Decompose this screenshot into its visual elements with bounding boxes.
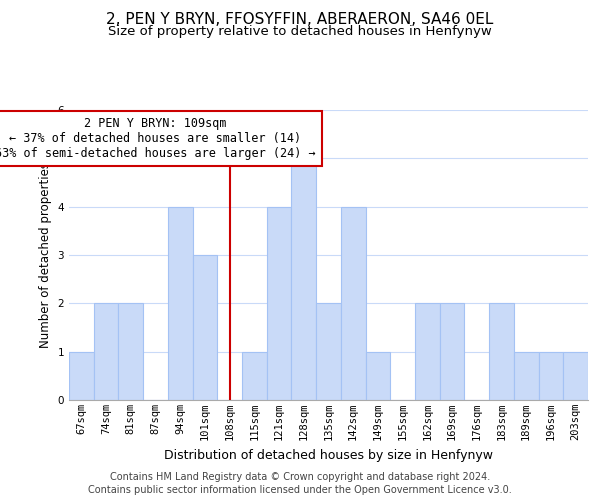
Bar [316,304,341,400]
Bar [539,352,563,400]
Bar [489,304,514,400]
Bar [118,304,143,400]
Bar [242,352,267,400]
Text: 2, PEN Y BRYN, FFOSYFFIN, ABERAERON, SA46 0EL: 2, PEN Y BRYN, FFOSYFFIN, ABERAERON, SA4… [106,12,494,28]
Y-axis label: Number of detached properties: Number of detached properties [39,162,52,348]
Bar [292,158,316,400]
Bar [365,352,390,400]
Bar [563,352,588,400]
Bar [94,304,118,400]
Bar [193,255,217,400]
Bar [341,206,365,400]
X-axis label: Distribution of detached houses by size in Henfynyw: Distribution of detached houses by size … [164,448,493,462]
Bar [69,352,94,400]
Text: 2 PEN Y BRYN: 109sqm
← 37% of detached houses are smaller (14)
63% of semi-detac: 2 PEN Y BRYN: 109sqm ← 37% of detached h… [0,118,316,160]
Bar [267,206,292,400]
Bar [168,206,193,400]
Text: Size of property relative to detached houses in Henfynyw: Size of property relative to detached ho… [108,25,492,38]
Bar [514,352,539,400]
Bar [440,304,464,400]
Text: Contains public sector information licensed under the Open Government Licence v3: Contains public sector information licen… [88,485,512,495]
Bar [415,304,440,400]
Text: Contains HM Land Registry data © Crown copyright and database right 2024.: Contains HM Land Registry data © Crown c… [110,472,490,482]
